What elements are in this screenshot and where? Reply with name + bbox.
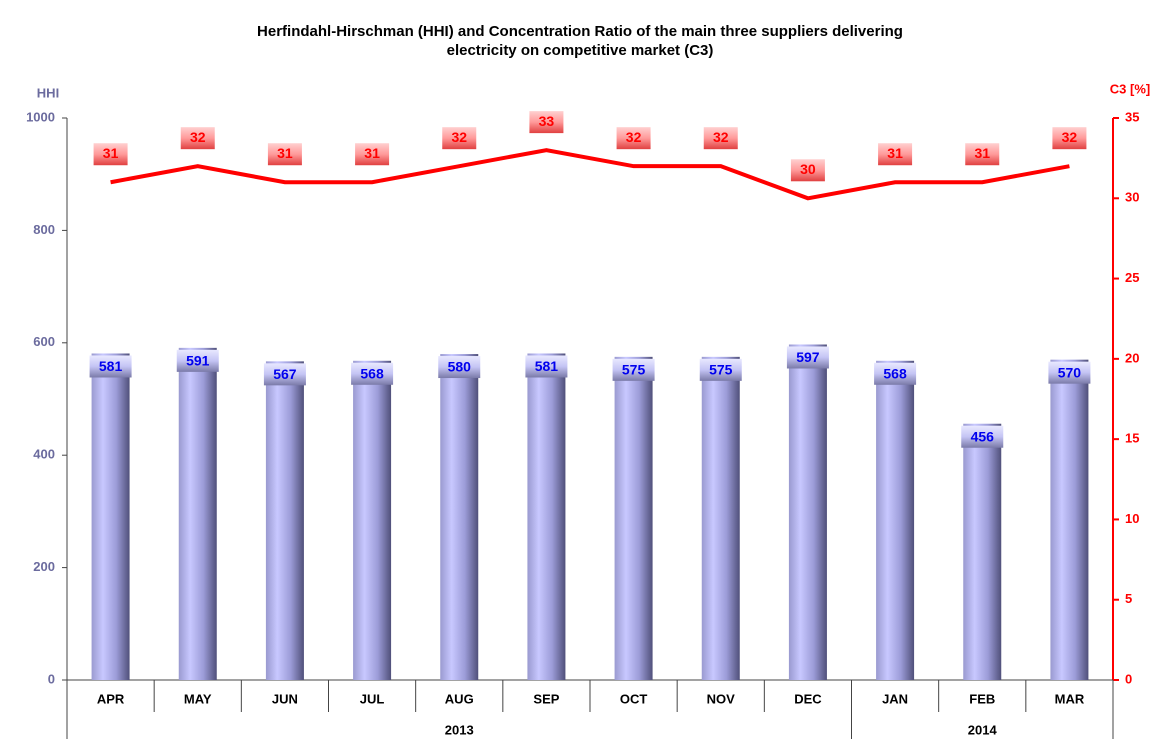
x-tick-label: NOV	[707, 691, 736, 706]
y-tick-label: 400	[33, 447, 55, 462]
y-tick-label: 0	[48, 671, 55, 686]
line-value-label: 32	[451, 129, 467, 145]
line-value-label: 31	[364, 145, 380, 161]
x-tick-label: APR	[97, 691, 125, 706]
y-tick-label: 600	[33, 334, 55, 349]
bar	[265, 361, 304, 680]
bar	[614, 356, 653, 680]
x-tick-label: FEB	[969, 691, 995, 706]
line-value-label: 32	[1062, 129, 1078, 145]
line-label-box	[1052, 127, 1087, 150]
line-value-label: 31	[103, 145, 119, 161]
bar-label-box	[786, 346, 829, 369]
bar-label-box	[438, 356, 481, 379]
bar	[1050, 359, 1089, 680]
bar-label-box	[1048, 361, 1091, 384]
bar-value-label: 575	[709, 362, 733, 378]
bar-value-label: 591	[186, 353, 210, 369]
x-tick-label: AUG	[445, 691, 474, 706]
line-label-box	[180, 127, 215, 150]
bar-value-label: 570	[1058, 364, 1082, 380]
line-label-box	[703, 127, 738, 150]
bar-value-label: 567	[273, 366, 297, 382]
bar-label-box	[263, 363, 306, 386]
group-label: 2014	[968, 722, 998, 737]
y2-tick-label: 5	[1125, 591, 1132, 606]
chart-title: Herfindahl-Hirschman (HHI) and Concentra…	[257, 23, 903, 40]
line-label-box	[529, 111, 564, 134]
y2-tick-label: 30	[1125, 190, 1139, 205]
bar-value-label: 580	[448, 359, 472, 375]
bar	[788, 344, 827, 680]
bar-label-box	[176, 349, 219, 372]
line-value-label: 31	[974, 145, 990, 161]
line-value-label: 32	[713, 129, 729, 145]
bar-label-box	[89, 355, 132, 378]
bar-label-box	[699, 358, 742, 381]
bar-value-label: 581	[99, 358, 123, 374]
x-tick-label: MAY	[184, 691, 212, 706]
bar-label-box	[351, 362, 394, 385]
bar	[91, 353, 130, 680]
line-value-label: 33	[539, 113, 555, 129]
bar-label-box	[525, 355, 568, 378]
x-tick-label: OCT	[620, 691, 648, 706]
bar-label-box	[874, 362, 917, 385]
line-label-box	[93, 143, 128, 166]
chart-title: electricity on competitive market (C3)	[447, 42, 714, 59]
bar	[178, 347, 217, 680]
x-tick-label: JAN	[882, 691, 908, 706]
line-label-box	[616, 127, 651, 150]
bar	[440, 354, 479, 680]
y2-axis-label: C3 [%]	[1110, 81, 1150, 96]
line-value-label: 30	[800, 161, 816, 177]
x-tick-label: JUL	[360, 691, 385, 706]
bar-label-box	[961, 425, 1004, 448]
line-value-label: 32	[626, 129, 642, 145]
line-value-label: 31	[277, 145, 293, 161]
y-axis-label: HHI	[37, 85, 59, 100]
line-label-box	[267, 143, 302, 166]
y2-tick-label: 20	[1125, 350, 1139, 365]
bar-label-box	[612, 358, 655, 381]
bar-value-label: 597	[796, 349, 820, 365]
y2-tick-label: 0	[1125, 671, 1132, 686]
y2-tick-label: 35	[1125, 109, 1139, 124]
y-tick-label: 1000	[26, 109, 55, 124]
x-tick-label: DEC	[794, 691, 822, 706]
y2-tick-label: 25	[1125, 270, 1139, 285]
bar	[353, 360, 392, 680]
line-label-box	[965, 143, 1000, 166]
bar-value-label: 575	[622, 362, 646, 378]
line-label-box	[790, 159, 825, 182]
y2-tick-label: 15	[1125, 431, 1139, 446]
bar-value-label: 456	[971, 428, 995, 444]
bar-value-label: 568	[883, 365, 907, 381]
bar	[963, 423, 1002, 680]
y-tick-label: 800	[33, 222, 55, 237]
line-label-box	[355, 143, 390, 166]
y-tick-label: 200	[33, 559, 55, 574]
line	[110, 148, 1070, 201]
line-value-label: 31	[887, 145, 903, 161]
x-tick-label: SEP	[533, 691, 559, 706]
bar	[876, 360, 915, 680]
line-value-label: 32	[190, 129, 206, 145]
x-tick-label: JUN	[272, 691, 298, 706]
bar-value-label: 568	[360, 365, 384, 381]
bar-value-label: 581	[535, 358, 559, 374]
group-label: 2013	[445, 722, 474, 737]
y2-tick-label: 10	[1125, 511, 1139, 526]
x-tick-label: MAR	[1055, 691, 1085, 706]
line-label-box	[878, 143, 913, 166]
line-label-box	[442, 127, 477, 150]
bar	[701, 356, 740, 680]
bar	[527, 353, 566, 680]
